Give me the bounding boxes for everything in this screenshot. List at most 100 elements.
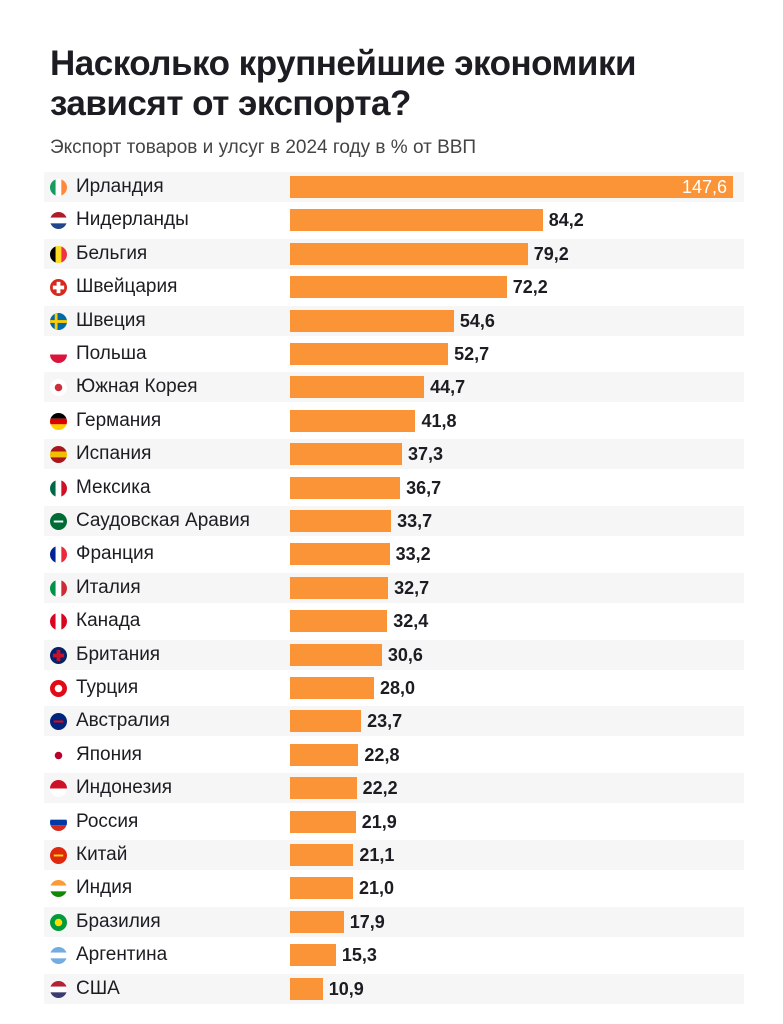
bar-row: Австралия 23,7 — [44, 706, 744, 737]
bar-row: Аргентина 15,3 — [44, 940, 744, 970]
bar-row: Индия 21,0 — [44, 873, 744, 903]
bar-row: Швеция 54,6 — [44, 305, 744, 336]
bar-row: Италия 32,7 — [44, 572, 744, 603]
flag-icon — [50, 479, 67, 497]
flag-icon — [50, 980, 67, 998]
value-label: 33,2 — [395, 544, 431, 565]
bar — [290, 510, 392, 532]
flag-icon — [50, 212, 67, 230]
flag-icon — [50, 680, 67, 697]
value-label: 44,7 — [430, 377, 466, 398]
value-label: 30,6 — [387, 644, 423, 665]
bar-row: Южная Корея 44,7 — [44, 372, 744, 403]
flag-icon — [50, 446, 67, 464]
bar-row: Китай 21,1 — [44, 840, 744, 870]
bar-row: Польша 52,7 — [44, 339, 744, 369]
flag-icon — [50, 746, 67, 764]
value-label: 52,7 — [454, 344, 490, 364]
value-label: 22,8 — [364, 744, 400, 765]
value-label: 21,1 — [359, 845, 395, 865]
bar-row: Испания 37,3 — [44, 439, 744, 470]
category-label: Франция — [76, 543, 154, 565]
category-label: Испания — [76, 443, 152, 465]
bar — [290, 276, 507, 299]
category-label: Ирландия — [76, 176, 164, 197]
category-label: Аргентина — [76, 944, 168, 966]
bar — [290, 409, 416, 432]
value-label: 22,2 — [362, 778, 398, 799]
bar — [290, 610, 388, 633]
flag-icon — [50, 947, 67, 965]
flag-icon — [50, 813, 67, 831]
bar — [290, 543, 390, 566]
bar-row: Турция 28,0 — [44, 673, 744, 703]
bar — [290, 443, 402, 466]
value-label: 72,2 — [512, 277, 548, 298]
bar-row: Россия 21,9 — [44, 807, 744, 837]
bar — [290, 343, 449, 365]
flag-icon — [50, 913, 67, 931]
bar — [290, 476, 401, 499]
bar — [290, 743, 359, 766]
category-label: Швейцария — [76, 276, 178, 298]
bar-row: Япония 22,8 — [44, 740, 744, 770]
bar-row: Бразилия 17,9 — [44, 906, 744, 937]
category-label: Польша — [76, 343, 147, 364]
category-label: Россия — [76, 810, 139, 832]
value-label: 54,6 — [459, 310, 495, 331]
flag-icon — [50, 780, 67, 798]
bar-row: Британия 30,6 — [44, 639, 744, 670]
category-label: Мексика — [76, 476, 151, 498]
category-label: Индия — [76, 877, 133, 899]
bar — [290, 677, 375, 699]
category-label: Бельгия — [76, 242, 148, 264]
bar-row: США 10,9 — [44, 973, 744, 1004]
value-label: 32,7 — [394, 577, 430, 598]
category-label: Британия — [76, 643, 161, 665]
value-label: 23,7 — [367, 711, 403, 732]
bar — [290, 910, 344, 933]
bar-row: Саудовская Аравия 33,7 — [44, 506, 744, 536]
value-label: 21,0 — [359, 878, 395, 899]
flag-icon — [50, 279, 67, 297]
value-label: 33,7 — [397, 511, 433, 531]
bar-row: Бельгия 79,2 — [44, 238, 744, 269]
flag-icon — [50, 346, 67, 363]
category-label: Южная Корея — [76, 376, 198, 398]
bar-row: Канада 32,4 — [44, 606, 744, 636]
bar-row: Индонезия 22,2 — [44, 773, 744, 804]
category-label: Индонезия — [76, 777, 173, 799]
flag-icon — [50, 513, 67, 530]
value-label: 147,6 — [681, 177, 727, 197]
bar-row: Швейцария 72,2 — [44, 272, 744, 302]
bar — [290, 242, 528, 265]
bar-row: Германия 41,8 — [44, 406, 744, 436]
category-label: Турция — [76, 677, 139, 698]
value-label: 79,2 — [533, 243, 569, 264]
category-label: Бразилия — [76, 910, 161, 932]
flag-icon — [50, 847, 67, 864]
bar-row: Нидерланды 84,2 — [44, 205, 744, 235]
bar — [290, 176, 733, 198]
flag-icon — [50, 613, 67, 631]
bar — [290, 209, 543, 232]
bar — [290, 309, 454, 332]
bar — [290, 877, 354, 900]
flag-icon — [50, 646, 67, 664]
bar — [290, 777, 357, 800]
value-label: 32,4 — [393, 611, 429, 632]
value-label: 28,0 — [380, 678, 416, 698]
category-label: США — [76, 977, 120, 999]
flag-icon — [50, 880, 67, 898]
flag-icon — [50, 713, 67, 731]
flag-icon — [50, 312, 67, 330]
bar — [290, 844, 354, 866]
value-label: 15,3 — [341, 945, 377, 966]
value-label: 17,9 — [349, 911, 385, 932]
bar — [290, 576, 389, 599]
category-label: Япония — [76, 743, 142, 765]
value-label: 21,9 — [361, 811, 397, 832]
bar — [290, 376, 425, 399]
flag-icon — [50, 245, 67, 263]
